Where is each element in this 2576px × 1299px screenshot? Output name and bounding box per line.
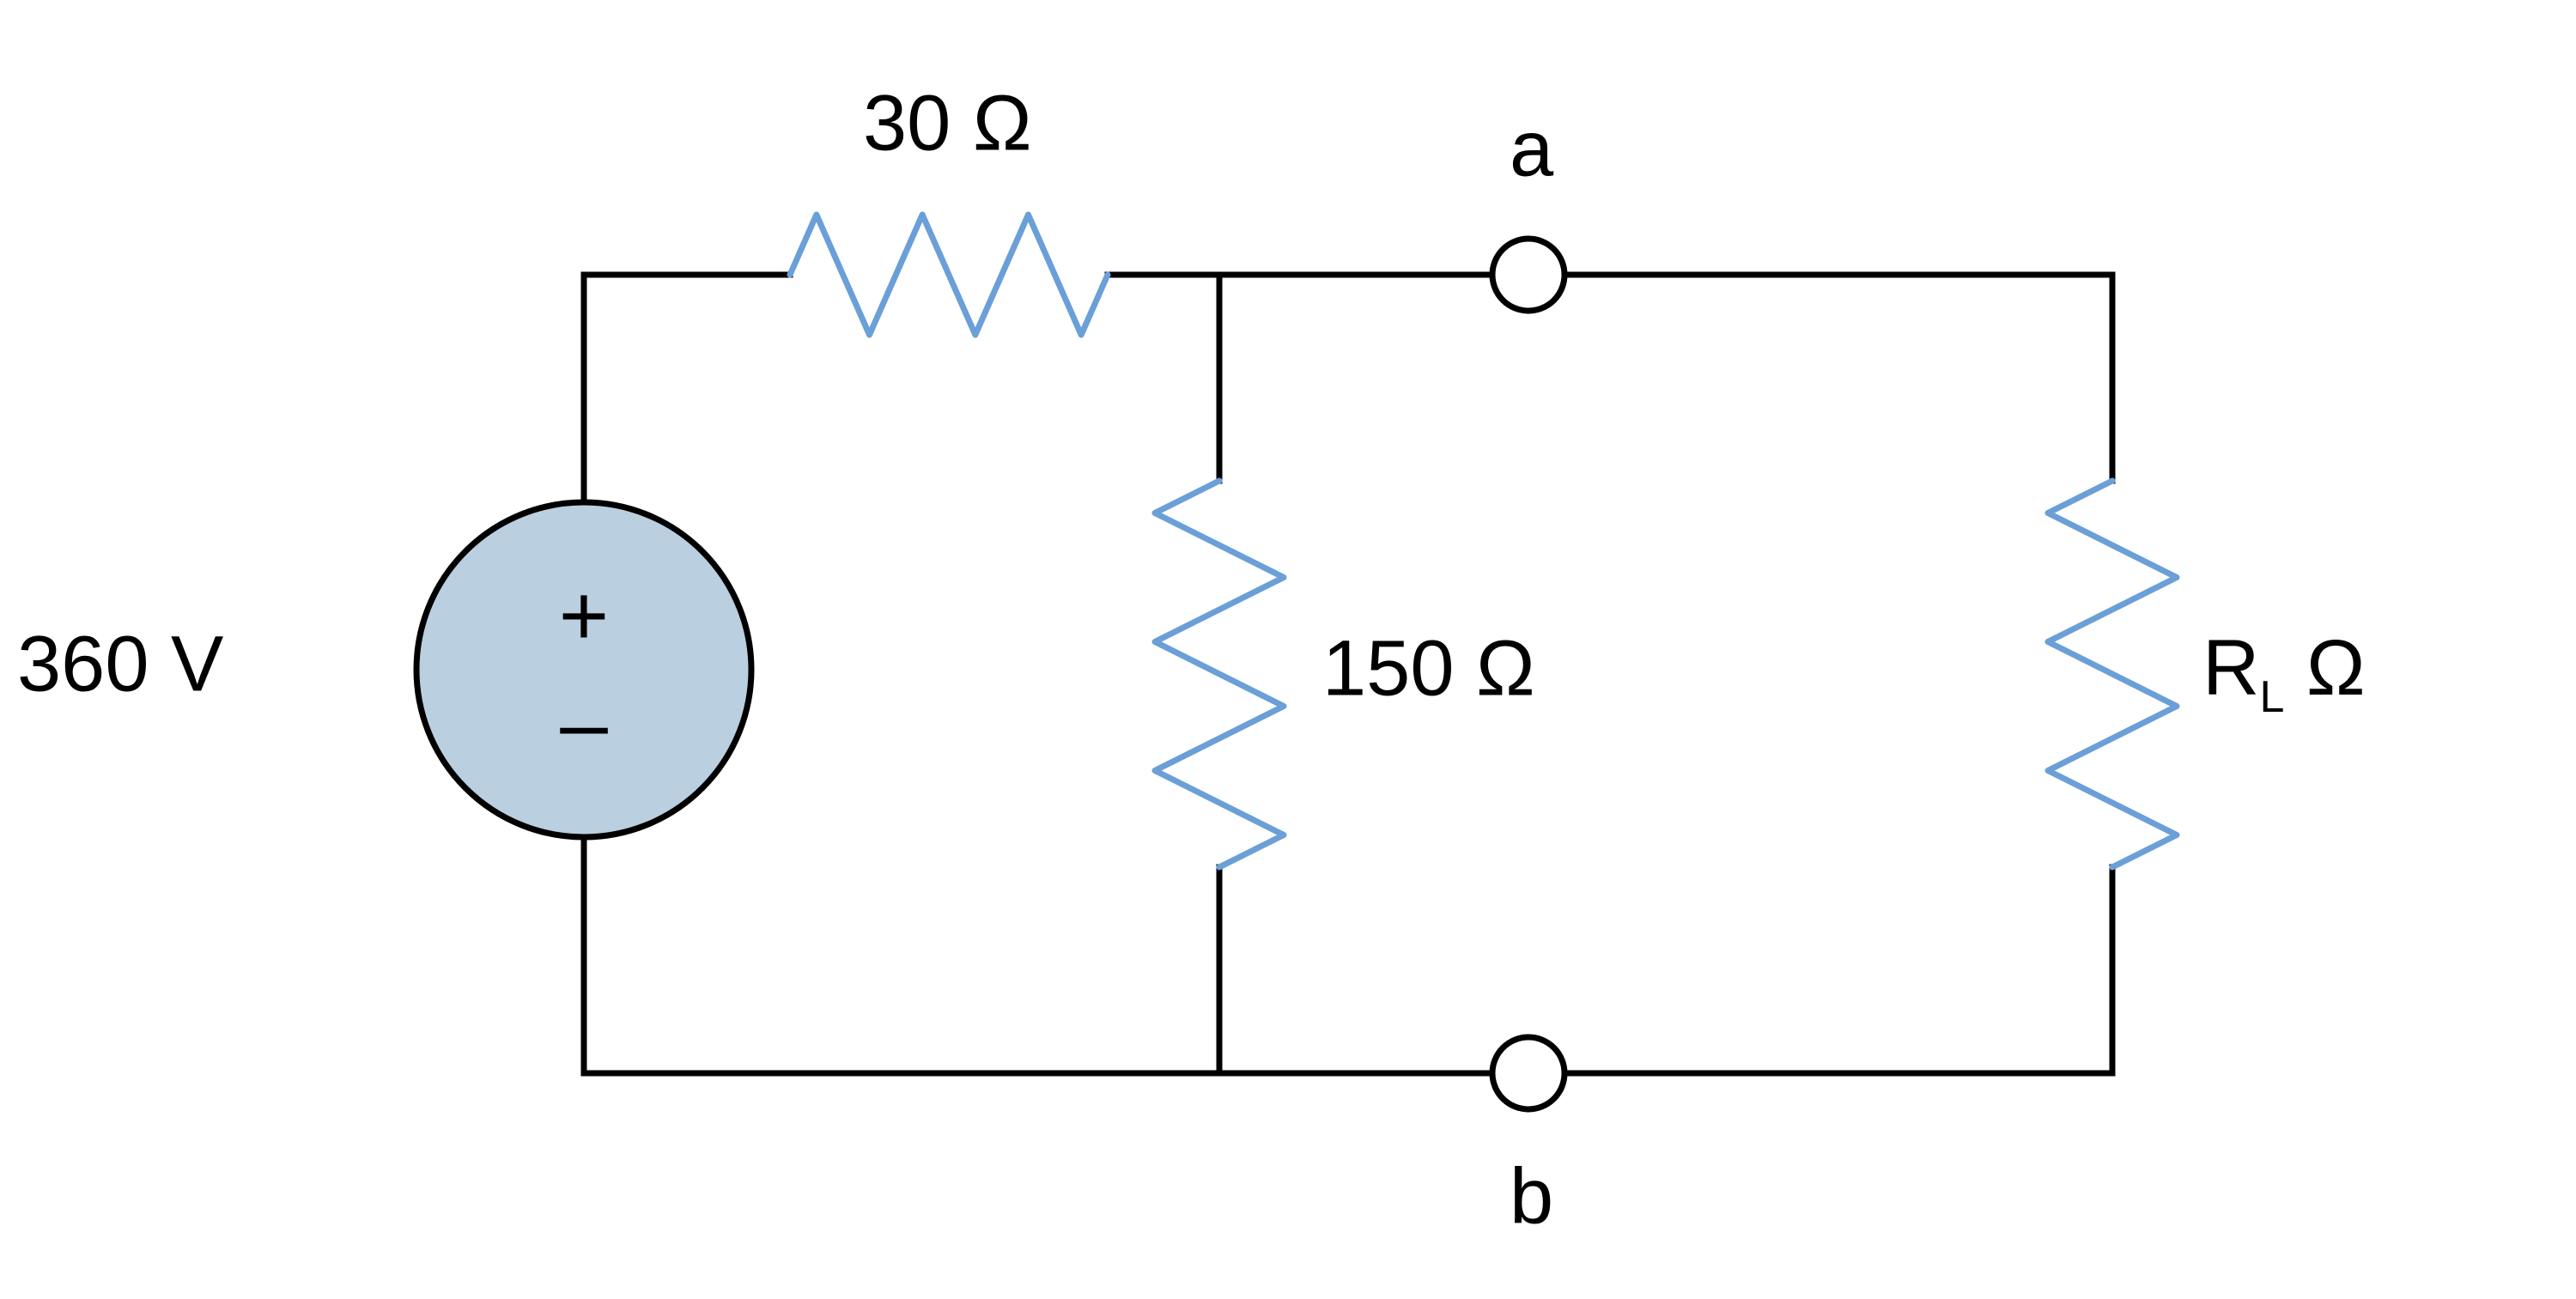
voltage-source-icon <box>416 502 751 837</box>
resistor-30ohm-label: 30 Ω <box>863 79 1032 167</box>
resistor-150ohm-icon <box>1155 481 1284 867</box>
terminal-b-icon <box>1492 1037 1564 1109</box>
source-minus-sign: – <box>560 675 608 771</box>
source-voltage-label: 360 V <box>17 620 223 707</box>
source-plus-sign: + <box>559 568 609 664</box>
terminal-a-icon <box>1492 239 1564 311</box>
resistor-load-label: RL Ω <box>2202 624 2366 721</box>
resistor-150ohm-label: 150 Ω <box>1322 624 1535 712</box>
resistor-load-icon <box>2048 481 2177 867</box>
resistor-30ohm-icon <box>790 215 1108 335</box>
terminal-b-label: b <box>1510 1152 1553 1240</box>
terminal-a-label: a <box>1510 105 1554 192</box>
